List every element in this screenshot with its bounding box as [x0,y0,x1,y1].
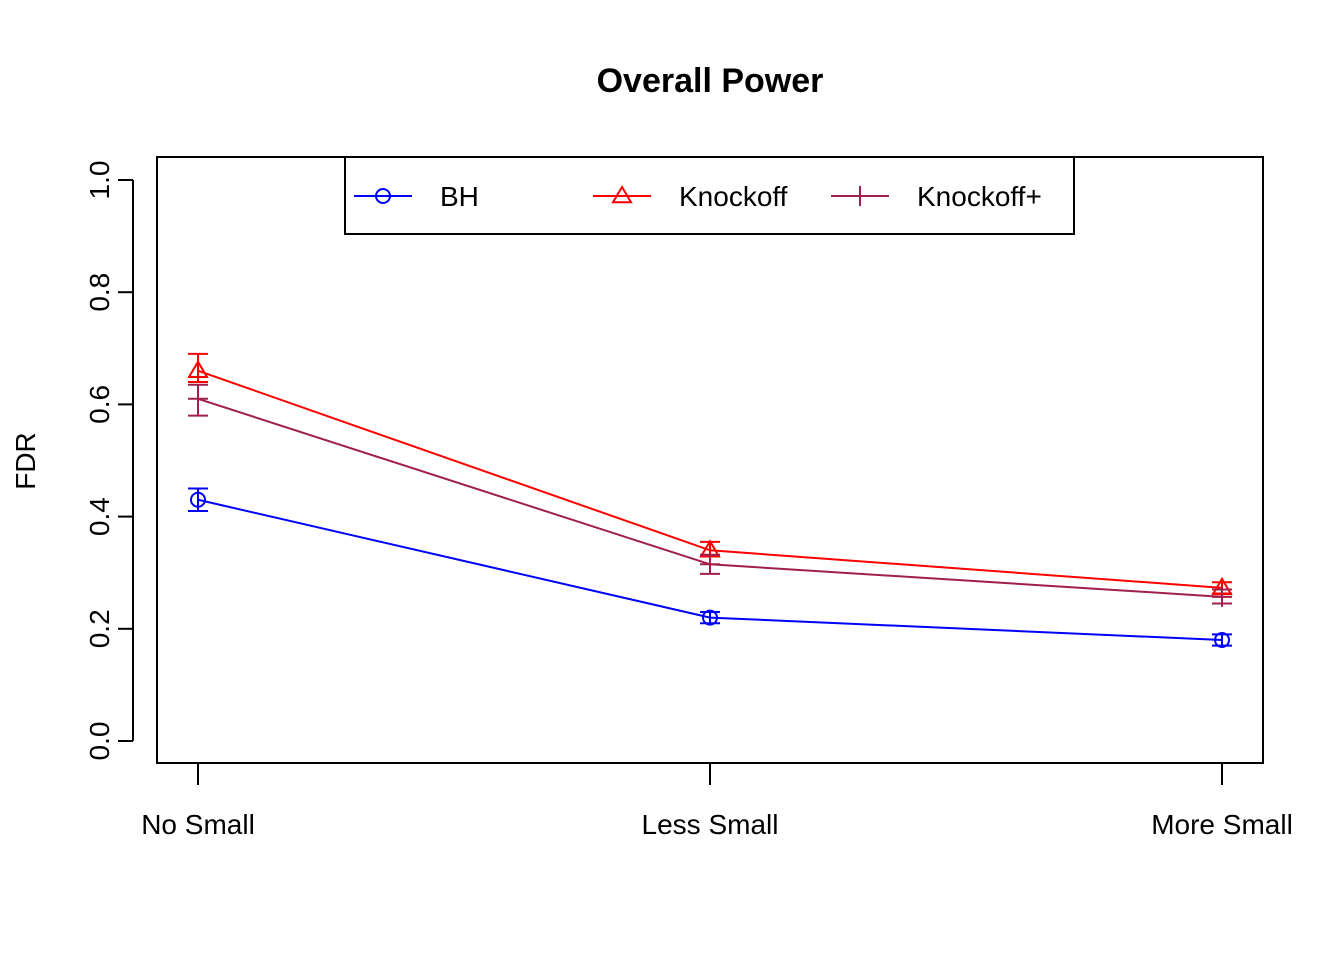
legend-label: Knockoff [679,181,788,212]
legend-marker [850,186,870,206]
legend-item: Knockoff+ [831,181,1042,212]
y-tick-label: 0.0 [84,722,115,761]
data-point [1214,632,1230,649]
chart-title: Overall Power [597,62,824,100]
y-tick-label: 0.2 [84,609,115,648]
x-tick-label: Less Small [642,809,779,840]
legend-label: BH [440,181,479,212]
series-layer [187,352,1233,649]
y-axis: 0.0 0.2 0.4 0.6 0.8 1.0 [84,161,134,761]
series-knockoff-plus [188,383,1232,607]
y-tick-label: 0.6 [84,385,115,424]
legend-marker [375,188,391,204]
error-bar [1212,633,1232,647]
data-point [187,359,209,379]
legend: BH Knockoff Knockoff+ [344,156,1075,235]
legend-item: Knockoff [593,181,788,212]
legend-marker [611,185,633,204]
x-tick-label: No Small [141,809,255,840]
error-bar [700,610,720,625]
legend-label: Knockoff+ [917,181,1042,212]
data-point [700,554,720,575]
plot-frame [156,156,1264,764]
data-point [1212,586,1232,607]
legend-box [344,156,1075,235]
x-tick-label: More Small [1151,809,1293,840]
data-point [188,388,208,409]
series-bh [188,487,1232,649]
legend-item: BH [354,181,479,212]
data-point [190,491,206,508]
y-axis-label: FDR [10,432,41,490]
y-tick-label: 0.8 [84,273,115,312]
data-point [702,609,718,626]
x-axis: No Small Less Small More Small [141,763,1293,840]
y-tick-label: 0.4 [84,497,115,536]
y-tick-label: 1.0 [84,161,115,200]
